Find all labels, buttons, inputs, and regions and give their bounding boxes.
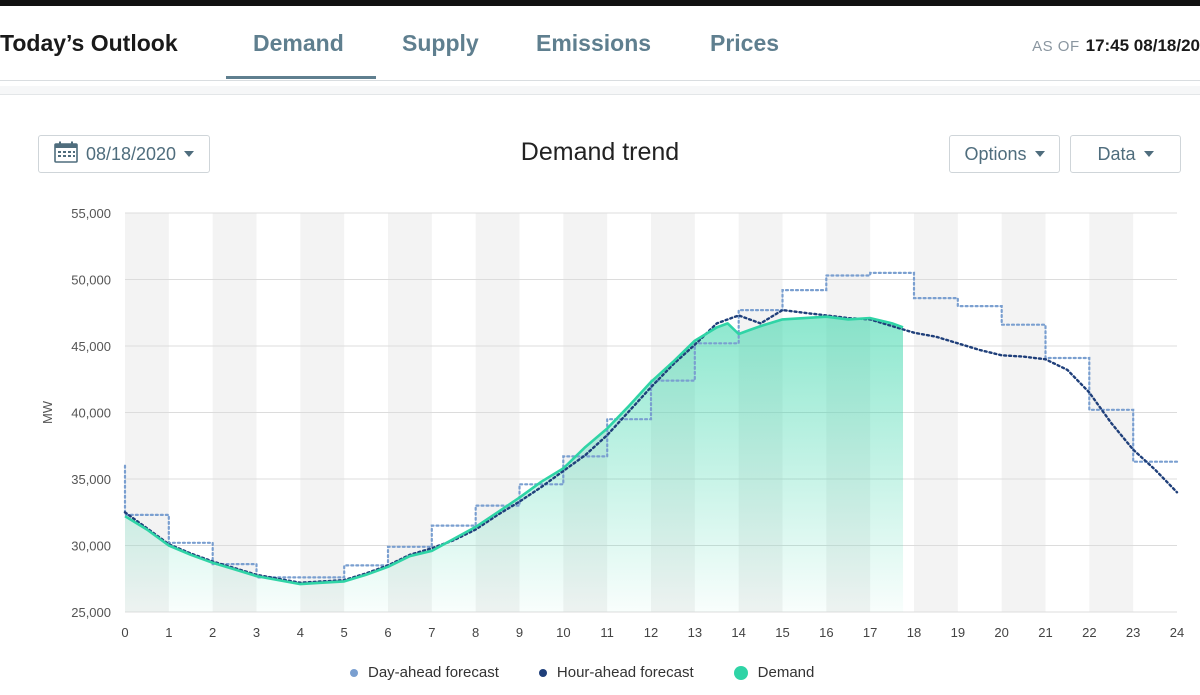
x-tick-label: 4 xyxy=(297,625,304,640)
x-tick-label: 14 xyxy=(731,625,745,640)
options-label: Options xyxy=(964,143,1027,164)
date-value: 08/18/2020 xyxy=(85,143,177,164)
x-tick-label: 19 xyxy=(951,625,965,640)
hour-ahead-forecast-line xyxy=(123,308,1179,584)
demand-line xyxy=(124,315,904,586)
calendar-icon xyxy=(54,141,78,168)
legend-marker-day-ahead xyxy=(350,668,358,677)
x-tick-label: 20 xyxy=(994,625,1008,640)
date-picker-button[interactable]: 08/18/2020 xyxy=(38,135,210,173)
y-tick-label: 40,000 xyxy=(71,406,111,421)
chart-title: Demand trend xyxy=(520,138,680,166)
options-dropdown[interactable]: Options xyxy=(949,135,1060,173)
y-axis-label: MW xyxy=(40,400,55,424)
x-tick-label: 24 xyxy=(1170,625,1184,640)
tab-demand[interactable]: Demand xyxy=(253,30,344,56)
chevron-down-icon xyxy=(1034,151,1045,157)
window-top-bar xyxy=(0,0,1200,6)
chart-panel xyxy=(0,94,1200,695)
chart-legend: Day-ahead forecast Hour-ahead forecast D… xyxy=(350,664,814,681)
x-tick-label: 1 xyxy=(165,625,172,640)
x-tick-label: 15 xyxy=(775,625,789,640)
as-of-label: AS OF xyxy=(1032,38,1080,55)
x-tick-label: 22 xyxy=(1082,625,1096,640)
legend-item-day-ahead[interactable]: Day-ahead forecast xyxy=(350,664,499,681)
y-tick-label: 45,000 xyxy=(71,339,111,354)
active-tab-indicator xyxy=(226,76,376,79)
legend-label-day-ahead: Day-ahead forecast xyxy=(368,664,499,681)
x-tick-label: 9 xyxy=(516,625,523,640)
x-tick-label: 7 xyxy=(428,625,435,640)
x-tick-label: 16 xyxy=(819,625,833,640)
x-tick-label: 21 xyxy=(1038,625,1052,640)
x-tick-label: 12 xyxy=(644,625,658,640)
tab-emissions[interactable]: Emissions xyxy=(536,30,652,56)
legend-label-demand: Demand xyxy=(757,664,815,681)
y-tick-label: 30,000 xyxy=(71,539,111,554)
legend-marker-hour-ahead xyxy=(538,668,547,677)
as-of-value: 17:45 08/18/20 xyxy=(1085,36,1200,55)
x-tick-label: 8 xyxy=(472,625,479,640)
x-tick-label: 2 xyxy=(209,625,216,640)
x-tick-label: 17 xyxy=(863,625,877,640)
y-tick-label: 50,000 xyxy=(71,273,111,288)
x-tick-label: 5 xyxy=(341,625,348,640)
x-tick-label: 11 xyxy=(600,625,614,640)
y-tick-label: 55,000 xyxy=(71,206,111,221)
x-tick-label: 0 xyxy=(121,625,128,640)
y-tick-label: 25,000 xyxy=(71,605,111,620)
data-dropdown[interactable]: Data xyxy=(1070,135,1181,173)
x-tick-label: 18 xyxy=(907,625,921,640)
panel-separator xyxy=(0,86,1200,94)
tab-supply[interactable]: Supply xyxy=(402,30,479,56)
tab-prices[interactable]: Prices xyxy=(710,30,780,56)
day-ahead-forecast-line xyxy=(123,271,1179,579)
chevron-down-icon xyxy=(184,151,195,157)
x-tick-label: 10 xyxy=(556,625,570,640)
chevron-down-icon xyxy=(1143,151,1154,157)
page-title: Today’s Outlook xyxy=(0,30,178,56)
x-tick-label: 6 xyxy=(384,625,391,640)
as-of-timestamp: AS OF 17:45 08/18/20 xyxy=(1032,36,1200,56)
legend-marker-demand xyxy=(733,665,748,680)
x-tick-label: 23 xyxy=(1126,625,1140,640)
x-tick-label: 3 xyxy=(253,625,260,640)
legend-label-hour-ahead: Hour-ahead forecast xyxy=(556,664,694,681)
legend-item-hour-ahead[interactable]: Hour-ahead forecast xyxy=(538,664,694,681)
data-label: Data xyxy=(1097,143,1136,164)
x-tick-label: 13 xyxy=(688,625,702,640)
legend-item-demand[interactable]: Demand xyxy=(733,664,815,681)
demand-trend-chart: 25,000 30,000 35,000 40,000 45,000 50,000 55,0… xyxy=(40,206,1184,640)
demand-area xyxy=(125,316,904,612)
y-tick-label: 35,000 xyxy=(71,472,111,487)
page-header: Today’s Outlook Demand Supply Emissions … xyxy=(0,6,1200,81)
